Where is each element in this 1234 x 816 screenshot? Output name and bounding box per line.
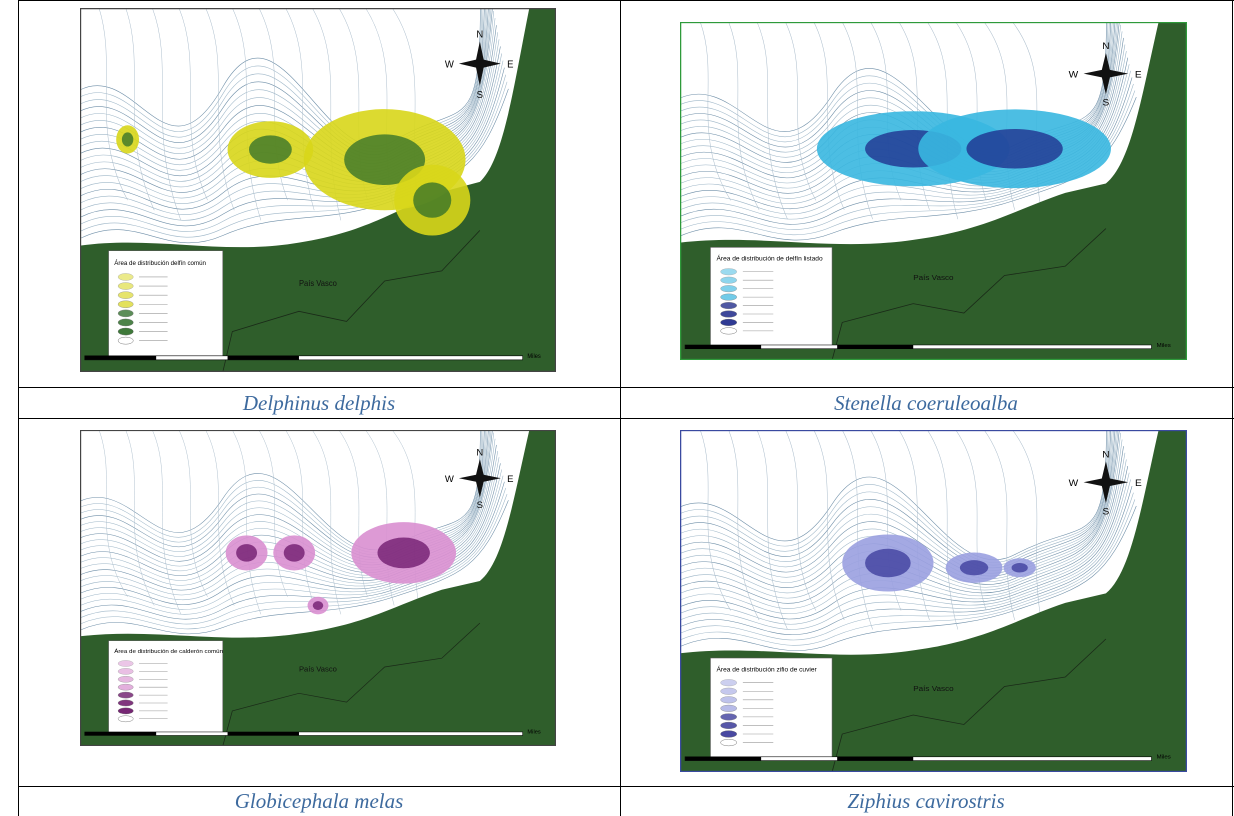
scale-segment: [228, 732, 299, 736]
density-core: [249, 135, 292, 163]
scale-segment: [85, 732, 156, 736]
scale-segment: [837, 757, 913, 761]
legend-swatch: [721, 705, 737, 712]
legend-swatch: [118, 716, 133, 722]
caption: Delphinus delphis: [18, 388, 620, 418]
map: N S W E Área de distribución delfín común Paí…: [80, 8, 556, 372]
region-label: País Vasco: [299, 279, 338, 288]
legend-swatch: [721, 688, 737, 695]
legend-swatch: [118, 310, 133, 317]
compass-s: S: [477, 500, 483, 510]
legend-title: Área de distribución de delfín listado: [717, 254, 824, 263]
map: N S W E Área de distribución zifio de cuvier…: [680, 430, 1187, 772]
legend-swatch: [721, 328, 737, 335]
scale-unit: Miles: [1157, 343, 1171, 349]
map: N S W E Área de distribución de calderón com…: [80, 430, 556, 746]
legend-swatch: [721, 311, 737, 318]
legend-swatch: [721, 319, 737, 326]
legend-swatch: [118, 676, 133, 682]
scale-segment: [837, 345, 913, 349]
scale-unit: Miles: [527, 354, 540, 360]
legend-swatch: [118, 328, 133, 335]
density-core: [313, 601, 323, 610]
legend-swatch: [721, 285, 737, 292]
density-core: [960, 560, 988, 575]
region-label: País Vasco: [913, 273, 954, 282]
density-core: [413, 182, 451, 217]
legend-swatch: [118, 708, 133, 714]
border: [18, 0, 1234, 1]
border: [18, 418, 1234, 419]
legend-swatch: [721, 714, 737, 721]
compass-e: E: [507, 59, 514, 70]
legend-swatch: [721, 277, 737, 284]
density-core: [865, 549, 911, 578]
legend-swatch: [721, 679, 737, 686]
scale-unit: Miles: [1157, 755, 1171, 761]
scale-segment: [228, 356, 299, 360]
compass-n: N: [1102, 450, 1109, 461]
legend-swatch: [721, 268, 737, 275]
legend-swatch: [721, 722, 737, 729]
legend-swatch: [118, 301, 133, 308]
caption: Ziphius cavirostris: [620, 786, 1232, 816]
scale-unit: Miles: [527, 730, 541, 736]
legend-swatch: [118, 700, 133, 706]
legend-swatch: [118, 292, 133, 299]
compass-s: S: [477, 90, 484, 101]
density-core: [236, 544, 257, 562]
legend-swatch: [118, 273, 133, 280]
compass-w: W: [445, 59, 455, 70]
density-core: [284, 544, 305, 562]
scale-segment: [685, 345, 761, 349]
compass-w: W: [445, 474, 454, 484]
compass-e: E: [1135, 70, 1142, 81]
region-label: País Vasco: [299, 665, 337, 674]
caption: Globicephala melas: [18, 786, 620, 816]
legend-swatch: [721, 731, 737, 738]
map: N S W E Área de distribución de delfín lista…: [680, 22, 1187, 360]
compass-n: N: [476, 29, 483, 40]
scale-segment: [685, 757, 761, 761]
legend-swatch: [118, 692, 133, 698]
legend-swatch: [118, 283, 133, 290]
compass-n: N: [1102, 42, 1109, 53]
legend-swatch: [118, 319, 133, 326]
density-core: [966, 129, 1062, 168]
density-core: [122, 132, 133, 146]
legend-swatch: [721, 739, 737, 746]
region-label: País Vasco: [913, 684, 954, 693]
legend-swatch: [118, 668, 133, 674]
legend-swatch: [118, 684, 133, 690]
legend-swatch: [721, 302, 737, 309]
compass-s: S: [1103, 507, 1110, 518]
compass-w: W: [1069, 478, 1079, 489]
scale-segment: [85, 356, 156, 360]
legend-title: Área de distribución zifio de cuvier: [717, 665, 818, 674]
legend-title: Área de distribución delfín común: [114, 258, 206, 267]
density-core: [1012, 563, 1028, 573]
legend-title: Área de distribución de calderón común: [114, 648, 223, 655]
border: [1232, 0, 1233, 816]
compass-e: E: [1135, 478, 1142, 489]
legend-swatch: [721, 294, 737, 301]
legend-swatch: [118, 660, 133, 666]
compass-n: N: [476, 448, 483, 458]
compass-e: E: [507, 474, 513, 484]
caption: Stenella coeruleoalba: [620, 388, 1232, 418]
compass-w: W: [1069, 70, 1079, 81]
density-core: [378, 538, 430, 569]
legend-swatch: [721, 696, 737, 703]
figure-table: N S W E Área de distribución delfín común Paí…: [0, 0, 1234, 816]
legend-swatch: [118, 337, 133, 344]
compass-s: S: [1102, 98, 1109, 109]
